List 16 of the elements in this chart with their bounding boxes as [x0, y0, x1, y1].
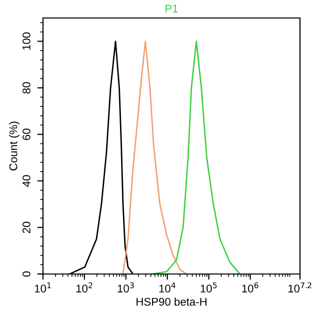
x-tick-label: 10$^{5}$	[200, 282, 217, 292]
y-tick-label: 100	[22, 32, 30, 50]
y-tick-label: 20	[22, 222, 30, 234]
x-tick-label: 10$^{6}$	[242, 282, 258, 292]
x-axis-title: HSP90 beta-H	[136, 298, 206, 306]
x-tick-label: 10$^{3}$	[118, 282, 134, 292]
y-axis-title: Count (%)	[9, 122, 20, 170]
x-tick-label: 10$^{2}$	[76, 282, 92, 292]
x-tick-label: 10$^{1}$	[34, 282, 51, 292]
y-tick-label: 80	[22, 82, 30, 94]
y-tick-label: 0	[22, 271, 30, 277]
x-tick-label: 10$^{4}$	[159, 282, 176, 292]
y-tick-label: 40	[22, 175, 30, 187]
chart-title: P1	[166, 4, 178, 12]
y-tick-label: 60	[22, 128, 30, 140]
x-tick-label: 10$^{7.2}$	[288, 282, 312, 292]
